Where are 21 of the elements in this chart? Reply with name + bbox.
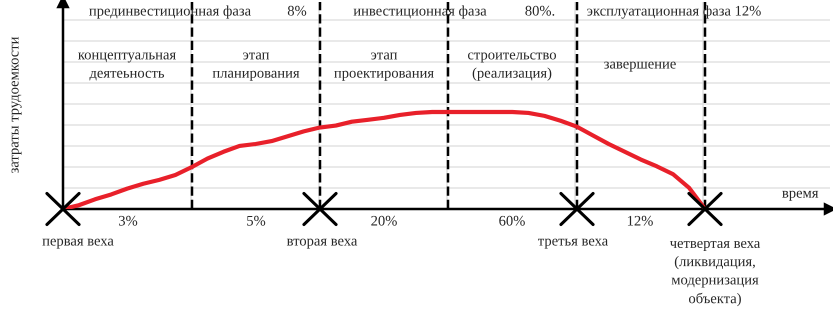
text: четвертая веха (ликвидация, модернизация объекта) [670,240,760,306]
text: 60% [499,216,525,226]
y-axis-title: затраты трудоемкости [12,36,22,174]
text: этап планирования [212,52,300,81]
text: 80%. [525,6,554,16]
text: третья веха [538,238,608,249]
x-axis-title: время [782,190,818,201]
text: эксплуатационная фаза 12% [587,5,761,19]
text: этап проектирования [334,52,434,81]
text: вторая веха [286,238,358,249]
text: первая веха [42,238,114,249]
text: 20% [371,216,397,226]
text: 3% [118,216,138,226]
text: 8% [288,6,306,16]
text: прединвестиционная фаза [89,5,251,19]
text: завершение [604,62,676,72]
text: 5% [247,216,266,226]
text: концептуальная деятеьность [78,52,176,80]
text: строительство (реализация) [468,52,556,81]
text: инвестиционная фаза [354,5,486,19]
text: 12% [628,216,653,226]
